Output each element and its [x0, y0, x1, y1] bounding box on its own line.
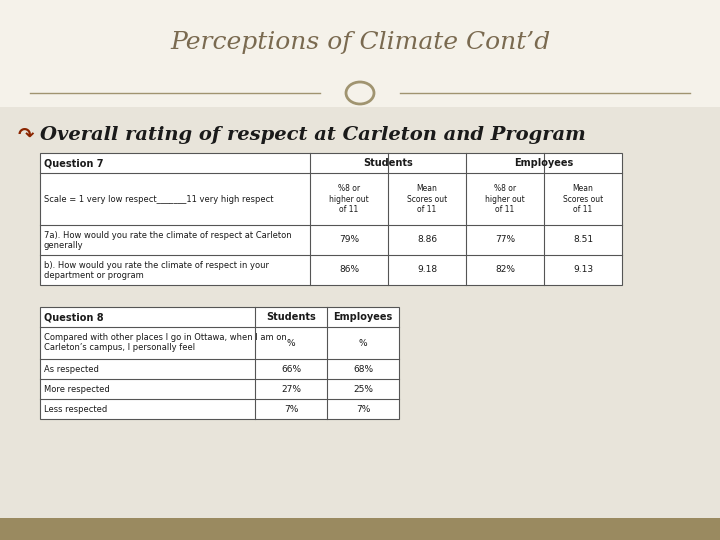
Text: Question 7: Question 7 — [44, 158, 104, 168]
Text: Students: Students — [363, 158, 413, 168]
Text: Scale = 1 very low respect_______11 very high respect: Scale = 1 very low respect_______11 very… — [44, 194, 274, 204]
Text: Employees: Employees — [514, 158, 574, 168]
Text: More respected: More respected — [44, 384, 109, 394]
Text: 82%: 82% — [495, 266, 515, 274]
Text: %8 or
higher out
of 11: %8 or higher out of 11 — [485, 184, 525, 214]
Text: 25%: 25% — [353, 384, 373, 394]
Text: 7%: 7% — [356, 404, 370, 414]
Text: Carleton’s campus, I personally feel: Carleton’s campus, I personally feel — [44, 343, 195, 353]
Bar — [0, 0, 720, 107]
Text: 86%: 86% — [339, 266, 359, 274]
Text: 8.51: 8.51 — [573, 235, 593, 245]
Text: 68%: 68% — [353, 364, 373, 374]
Text: ↷: ↷ — [18, 125, 35, 145]
Text: department or program: department or program — [44, 271, 144, 280]
Text: 77%: 77% — [495, 235, 515, 245]
Text: generally: generally — [44, 240, 84, 249]
Text: Compared with other places I go in Ottawa, when I am on: Compared with other places I go in Ottaw… — [44, 334, 287, 342]
Text: b). How would you rate the climate of respect in your: b). How would you rate the climate of re… — [44, 261, 269, 271]
Text: As respected: As respected — [44, 364, 99, 374]
Text: %: % — [359, 339, 367, 348]
Text: Question 8: Question 8 — [44, 312, 104, 322]
Text: Less respected: Less respected — [44, 404, 107, 414]
Text: 79%: 79% — [339, 235, 359, 245]
Text: 8.86: 8.86 — [417, 235, 437, 245]
Text: Employees: Employees — [333, 312, 392, 322]
Text: 7%: 7% — [284, 404, 298, 414]
Text: %: % — [287, 339, 295, 348]
Text: 9.13: 9.13 — [573, 266, 593, 274]
Bar — [40, 153, 622, 285]
Text: Overall rating of respect at Carleton and Program: Overall rating of respect at Carleton an… — [40, 126, 586, 144]
Text: 66%: 66% — [281, 364, 301, 374]
Text: Mean
Scores out
of 11: Mean Scores out of 11 — [407, 184, 447, 214]
Ellipse shape — [346, 82, 374, 104]
Text: Students: Students — [266, 312, 316, 322]
Bar — [40, 307, 399, 419]
Text: 9.18: 9.18 — [417, 266, 437, 274]
Text: 27%: 27% — [281, 384, 301, 394]
Text: 7a). How would you rate the climate of respect at Carleton: 7a). How would you rate the climate of r… — [44, 232, 292, 240]
Text: %8 or
higher out
of 11: %8 or higher out of 11 — [329, 184, 369, 214]
Bar — [0, 518, 720, 540]
Text: Mean
Scores out
of 11: Mean Scores out of 11 — [563, 184, 603, 214]
Text: Perceptions of Climate Cont’d: Perceptions of Climate Cont’d — [170, 30, 550, 53]
